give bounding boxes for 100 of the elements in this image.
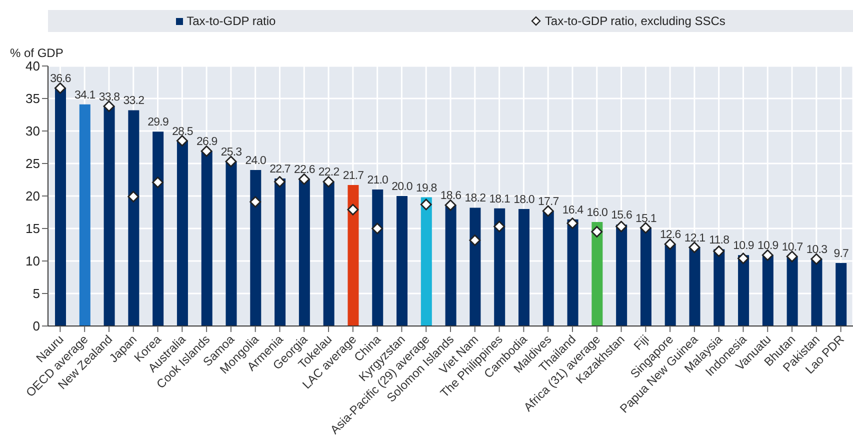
bar [396, 196, 408, 326]
point [810, 253, 822, 265]
bar [786, 256, 798, 326]
bar [274, 178, 286, 326]
point [54, 82, 66, 94]
point [738, 252, 749, 264]
y-tick-label: 5 [32, 286, 40, 302]
data-label: 10.3 [806, 244, 828, 256]
data-label: 19.8 [416, 182, 437, 194]
data-label: 11.8 [709, 234, 730, 246]
bar [470, 208, 481, 326]
bar [664, 244, 676, 326]
data-label: 24.0 [245, 155, 266, 167]
data-label: 12.6 [660, 229, 681, 242]
data-label: 10.9 [758, 240, 778, 252]
point [640, 222, 652, 234]
data-label: 22.7 [270, 163, 290, 176]
data-label: 33.2 [123, 95, 144, 108]
point [762, 249, 774, 261]
data-label: 17.7 [538, 196, 559, 208]
point [664, 238, 676, 250]
data-label: 22.2 [318, 166, 340, 179]
bar [592, 222, 603, 326]
bar [201, 151, 212, 326]
data-label: 15.1 [636, 212, 656, 225]
data-label: 15.6 [611, 210, 632, 222]
point [347, 204, 359, 216]
data-label: 22.6 [294, 164, 315, 176]
data-label: 18.2 [464, 192, 486, 205]
data-label: 28.5 [172, 126, 193, 138]
bar [518, 209, 530, 326]
point [176, 135, 188, 146]
y-tick-label: 0 [32, 318, 40, 334]
bar [640, 228, 652, 326]
y-tick-label: 15 [26, 221, 40, 236]
data-label: 10.7 [782, 241, 803, 254]
point [469, 234, 481, 246]
bar [128, 110, 140, 326]
y-tick-label: 40 [26, 58, 40, 74]
data-label: 29.9 [148, 116, 168, 129]
point [225, 156, 237, 168]
point [152, 176, 164, 188]
bar [494, 208, 506, 326]
bar [616, 224, 628, 326]
legend-label: Tax-to-GDP ratio, excluding SSCs [544, 14, 726, 28]
bar [811, 259, 822, 326]
data-label: 12.1 [684, 232, 706, 244]
bar [420, 197, 432, 326]
y-tick-label: 10 [26, 254, 40, 269]
bar [372, 190, 384, 326]
point [494, 220, 505, 232]
bar [738, 255, 750, 326]
bar [104, 106, 115, 326]
data-label: 33.8 [98, 91, 120, 104]
point [250, 196, 262, 208]
y-tick-label: 35 [26, 91, 40, 106]
point [688, 242, 700, 254]
point [200, 145, 212, 157]
bar [250, 170, 262, 326]
data-label: 21.0 [367, 174, 388, 186]
bar [152, 132, 164, 326]
data-label: 18.0 [514, 194, 534, 206]
bar [542, 210, 554, 326]
data-label: 20.0 [392, 181, 412, 193]
data-label: 9.7 [834, 248, 849, 260]
bar [689, 247, 700, 326]
data-label: 10.9 [733, 240, 754, 252]
y-tick-label: 25 [26, 156, 40, 172]
bar [79, 104, 90, 326]
legend-label: Tax-to-GDP ratio [186, 14, 276, 28]
point [591, 226, 603, 238]
data-label: 26.9 [196, 136, 218, 148]
bar [445, 205, 456, 326]
data-label: 25.3 [220, 146, 242, 159]
data-label: 18.1 [489, 193, 510, 206]
data-label: 16.0 [586, 207, 608, 219]
data-label: 16.4 [562, 204, 584, 216]
data-label: 21.7 [342, 170, 364, 182]
point [566, 218, 578, 229]
data-label: 36.6 [50, 73, 71, 86]
y-axis-title: % of GDP [10, 46, 64, 60]
point [372, 222, 384, 234]
bar [226, 162, 237, 326]
bar [348, 184, 359, 326]
point [713, 246, 725, 257]
data-label: 18.6 [440, 190, 462, 202]
point [274, 176, 286, 188]
bar [55, 88, 66, 326]
point [103, 100, 115, 112]
bar [176, 140, 188, 326]
bar [567, 219, 578, 326]
y-tick-label: 20 [26, 188, 40, 204]
point [786, 250, 798, 262]
bar [836, 262, 847, 326]
point [542, 205, 554, 217]
y-tick-label: 30 [26, 124, 40, 139]
point [420, 198, 432, 210]
bar [762, 255, 774, 326]
point [322, 176, 334, 188]
point [444, 199, 456, 211]
